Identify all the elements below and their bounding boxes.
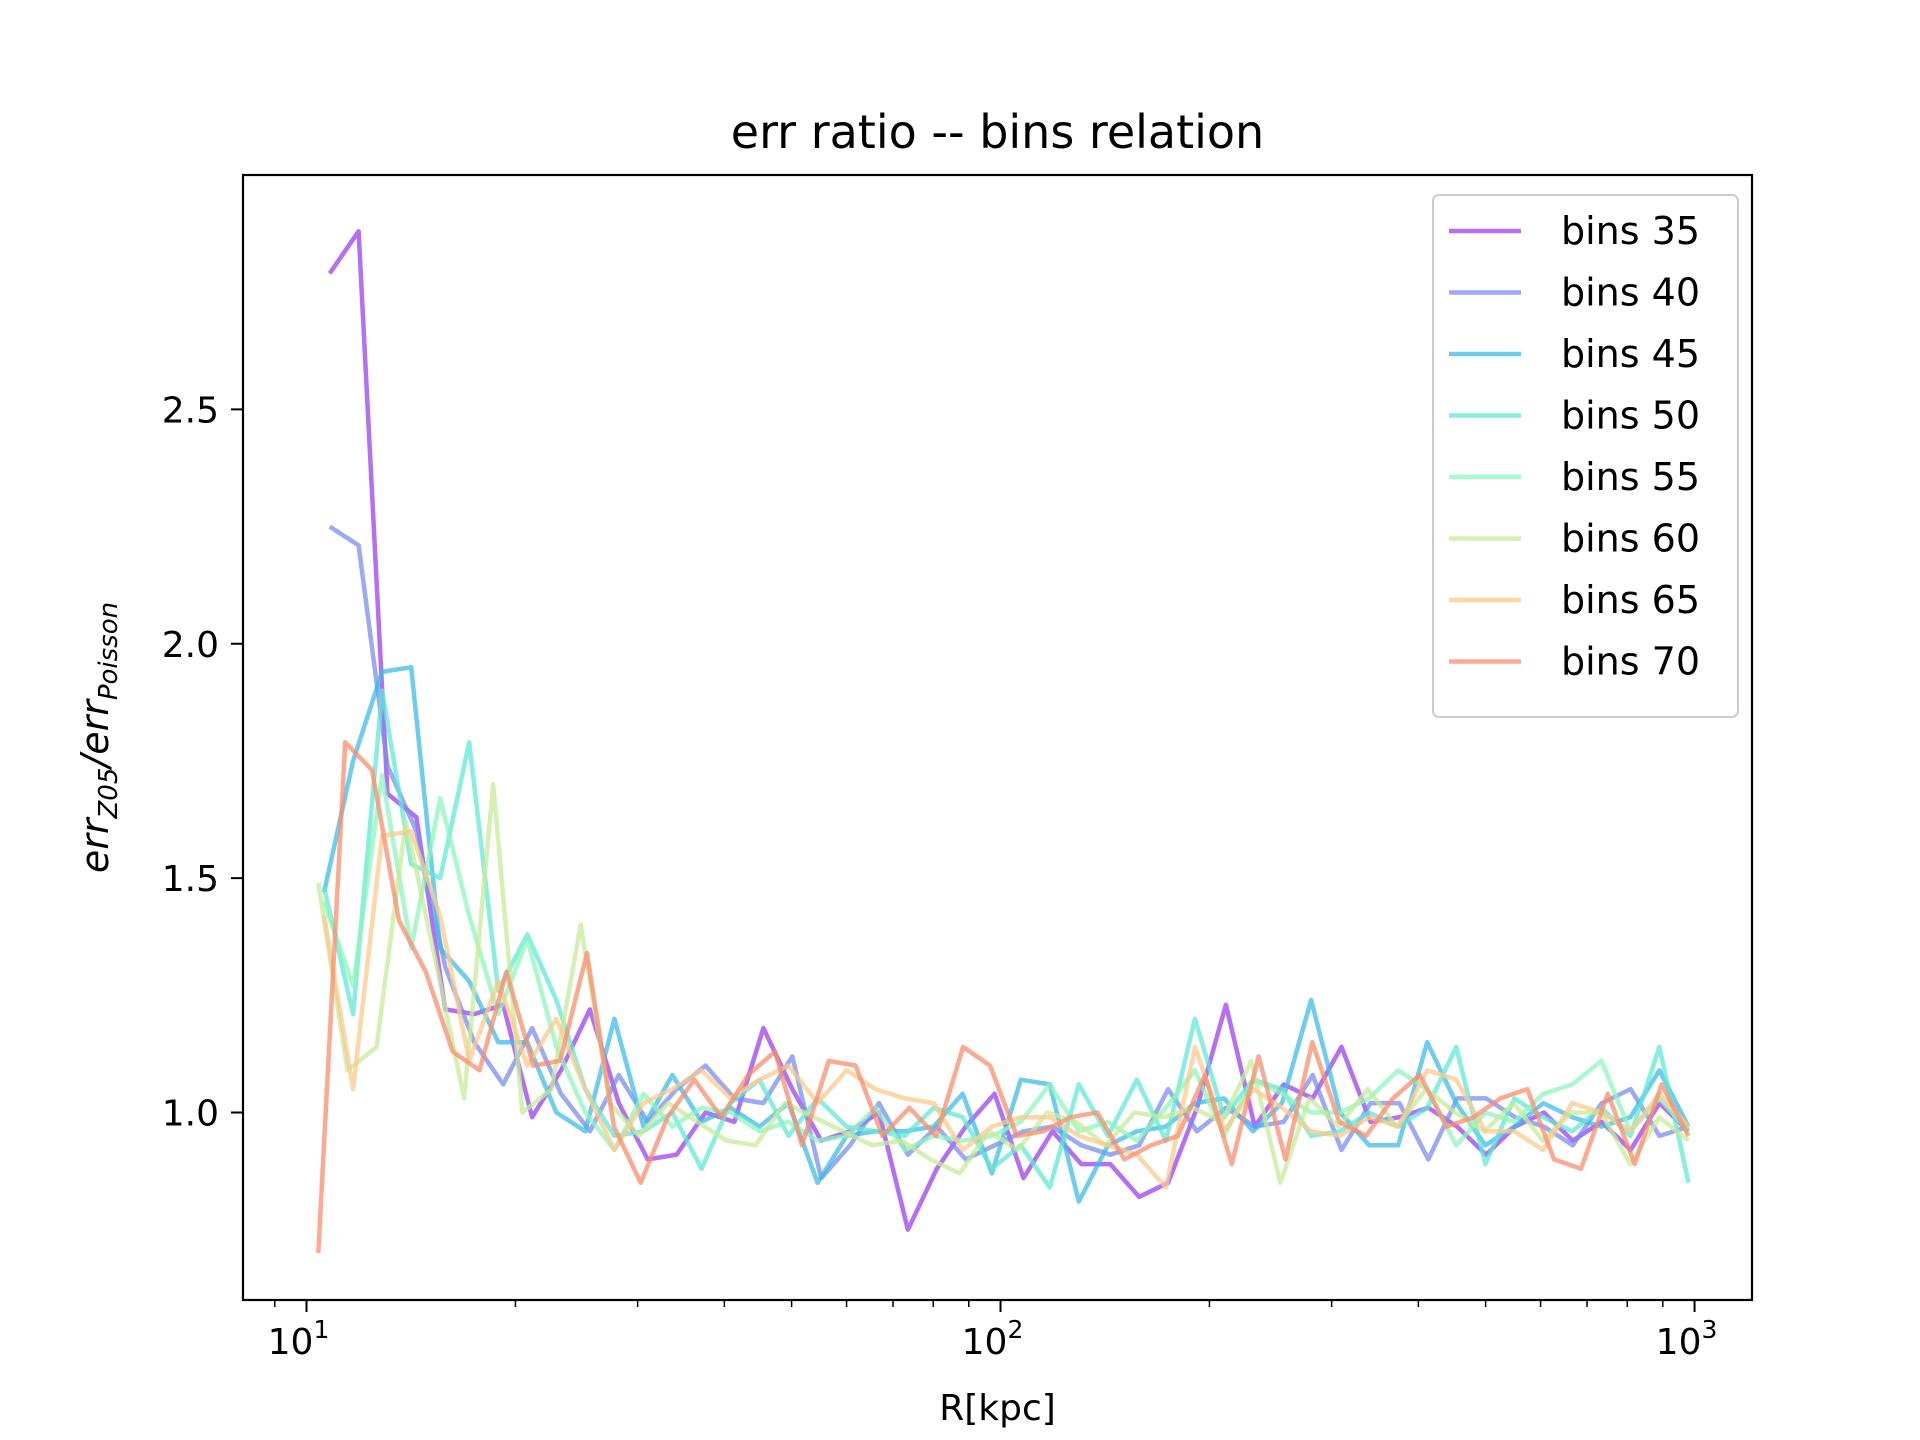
legend-label-1: bins 35 — [1561, 209, 1700, 253]
legend-label-7: bins 65 — [1561, 578, 1700, 622]
y-tick-label: 1.0 — [162, 1094, 219, 1135]
legend-label-3: bins 45 — [1561, 332, 1700, 376]
x-tick-label: 102 — [962, 1315, 1024, 1363]
y-axis-label-part: Z05 — [94, 768, 124, 820]
legend-label-4: bins 50 — [1561, 394, 1700, 438]
plot-frame — [241, 173, 1754, 1302]
y-axis-label: errZ05/errPoisson — [73, 602, 124, 873]
chart-title: err ratio -- bins relation — [731, 105, 1264, 159]
y-axis-label-part: Poisson — [94, 602, 124, 700]
x-tick-label: 103 — [1656, 1315, 1718, 1363]
x-axis-label: R[kpc] — [939, 1388, 1056, 1429]
legend-label-2: bins 40 — [1561, 271, 1700, 315]
legend-label-8: bins 70 — [1561, 640, 1700, 684]
series-line-8 — [316, 739, 1691, 1254]
legend-box — [1432, 194, 1739, 718]
legend: bins 35 bins 40 bins 45 bins 50 bins 55 bins … — [1432, 194, 1739, 718]
series-line-6 — [316, 782, 1690, 1186]
y-tick-label: 2.5 — [162, 390, 219, 431]
y-axis-label-part: err — [73, 816, 117, 873]
y-tick-label: 2.0 — [162, 625, 219, 666]
y-tick-label: 1.5 — [162, 859, 219, 900]
y-axis-label-part: /err — [73, 698, 117, 771]
series-line-7 — [321, 829, 1691, 1190]
series-line-2 — [328, 524, 1690, 1181]
legend-label-6: bins 60 — [1561, 517, 1700, 561]
axes-layer: 101 102 103 1.0 1.5 2.0 2.5 — [162, 173, 1754, 1363]
x-tick-label: 101 — [268, 1315, 330, 1363]
legend-label-5: bins 55 — [1561, 455, 1700, 499]
series-line-4 — [321, 688, 1691, 1190]
series-layer — [316, 229, 1691, 1254]
